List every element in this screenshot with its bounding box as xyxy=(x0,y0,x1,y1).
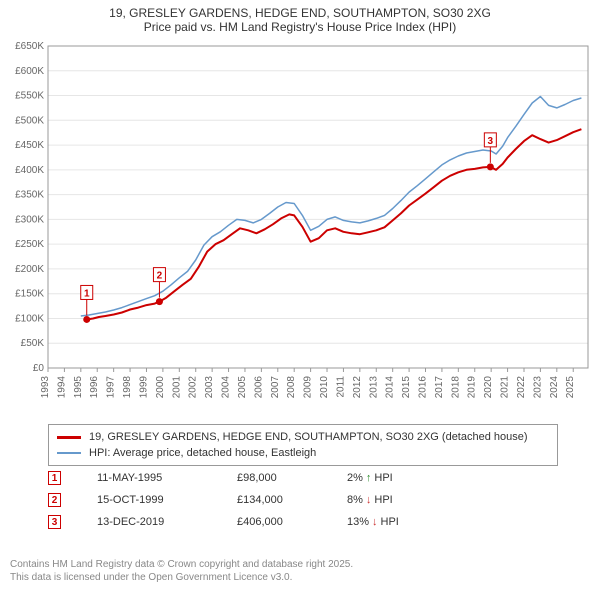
svg-text:2011: 2011 xyxy=(335,376,346,398)
svg-text:£100K: £100K xyxy=(15,313,44,324)
svg-text:2005: 2005 xyxy=(237,376,248,399)
svg-text:2000: 2000 xyxy=(155,376,166,399)
legend: 19, GRESLEY GARDENS, HEDGE END, SOUTHAMP… xyxy=(48,424,558,466)
svg-text:£250K: £250K xyxy=(15,239,44,250)
legend-label-property: 19, GRESLEY GARDENS, HEDGE END, SOUTHAMP… xyxy=(89,431,528,443)
event-marker-2: 2 xyxy=(48,493,61,507)
svg-text:2019: 2019 xyxy=(467,376,478,399)
svg-text:£500K: £500K xyxy=(15,115,44,126)
svg-text:2003: 2003 xyxy=(204,376,215,399)
svg-text:£400K: £400K xyxy=(15,165,44,176)
sale-events-table: 1 11-MAY-1995 £98,000 2% ↑ HPI 2 15-OCT-… xyxy=(48,468,558,534)
event-price-3: £406,000 xyxy=(237,516,347,528)
svg-text:2: 2 xyxy=(157,271,163,282)
svg-text:2017: 2017 xyxy=(434,376,445,399)
svg-text:1993: 1993 xyxy=(40,376,51,399)
legend-item-hpi: HPI: Average price, detached house, East… xyxy=(57,445,549,461)
svg-text:2001: 2001 xyxy=(171,376,182,399)
svg-text:£0: £0 xyxy=(33,363,45,374)
license-footer: Contains HM Land Registry data © Crown c… xyxy=(10,558,353,584)
footer-line-1: Contains HM Land Registry data © Crown c… xyxy=(10,558,353,571)
svg-text:2010: 2010 xyxy=(319,376,330,399)
svg-text:2023: 2023 xyxy=(532,376,543,399)
price-chart-svg: £0 £50K £100K £150K £200K £250K £300K £350K £400… xyxy=(0,38,600,418)
svg-text:2012: 2012 xyxy=(352,376,363,399)
svg-text:2014: 2014 xyxy=(385,376,396,399)
svg-text:£650K: £650K xyxy=(15,41,44,52)
event-diff-3: 13% ↓ HPI xyxy=(347,516,487,528)
svg-text:2018: 2018 xyxy=(450,376,461,399)
event-row-1: 1 11-MAY-1995 £98,000 2% ↑ HPI xyxy=(48,468,558,488)
svg-text:3: 3 xyxy=(488,136,494,147)
svg-text:1: 1 xyxy=(84,288,90,299)
svg-text:2025: 2025 xyxy=(565,376,576,399)
svg-text:1998: 1998 xyxy=(122,376,133,399)
event-date-1: 11-MAY-1995 xyxy=(97,472,237,484)
svg-text:1997: 1997 xyxy=(106,376,117,399)
title-line-2: Price paid vs. HM Land Registry's House … xyxy=(10,20,590,34)
svg-text:£300K: £300K xyxy=(15,214,44,225)
legend-item-property: 19, GRESLEY GARDENS, HEDGE END, SOUTHAMP… xyxy=(57,429,549,445)
svg-text:£600K: £600K xyxy=(15,66,44,77)
event-marker-3: 3 xyxy=(48,515,61,529)
legend-label-hpi: HPI: Average price, detached house, East… xyxy=(89,447,316,459)
event-date-2: 15-OCT-1999 xyxy=(97,494,237,506)
svg-text:£50K: £50K xyxy=(21,338,45,349)
chart-title-block: 19, GRESLEY GARDENS, HEDGE END, SOUTHAMP… xyxy=(0,0,600,36)
arrow-down-icon: ↓ xyxy=(366,494,372,506)
svg-text:2006: 2006 xyxy=(253,376,264,399)
chart-area: £0 £50K £100K £150K £200K £250K £300K £350K £400… xyxy=(0,38,600,418)
svg-text:2004: 2004 xyxy=(221,376,232,399)
svg-text:2016: 2016 xyxy=(418,376,429,399)
svg-text:2013: 2013 xyxy=(368,376,379,399)
event-price-2: £134,000 xyxy=(237,494,347,506)
svg-text:2022: 2022 xyxy=(516,376,527,399)
svg-text:£200K: £200K xyxy=(15,264,44,275)
event-row-3: 3 13-DEC-2019 £406,000 13% ↓ HPI xyxy=(48,512,558,532)
svg-text:1996: 1996 xyxy=(89,376,100,399)
event-marker-1: 1 xyxy=(48,471,61,485)
svg-text:2007: 2007 xyxy=(270,376,281,399)
svg-text:2002: 2002 xyxy=(188,376,199,399)
svg-text:£450K: £450K xyxy=(15,140,44,151)
event-diff-2: 8% ↓ HPI xyxy=(347,494,487,506)
legend-swatch-property xyxy=(57,436,81,439)
svg-text:£550K: £550K xyxy=(15,91,44,102)
event-date-3: 13-DEC-2019 xyxy=(97,516,237,528)
svg-text:£350K: £350K xyxy=(15,190,44,201)
svg-text:2020: 2020 xyxy=(483,376,494,399)
legend-swatch-hpi xyxy=(57,452,81,454)
svg-text:2015: 2015 xyxy=(401,376,412,399)
svg-text:1999: 1999 xyxy=(138,376,149,399)
svg-text:1995: 1995 xyxy=(73,376,84,399)
arrow-down-icon: ↓ xyxy=(372,516,378,528)
svg-text:£150K: £150K xyxy=(15,289,44,300)
svg-text:2009: 2009 xyxy=(303,376,314,399)
svg-text:2021: 2021 xyxy=(500,376,511,399)
arrow-up-icon: ↑ xyxy=(366,472,372,484)
event-price-1: £98,000 xyxy=(237,472,347,484)
svg-text:1994: 1994 xyxy=(56,376,67,399)
title-line-1: 19, GRESLEY GARDENS, HEDGE END, SOUTHAMP… xyxy=(10,6,590,20)
svg-text:2008: 2008 xyxy=(286,376,297,399)
event-diff-1: 2% ↑ HPI xyxy=(347,472,487,484)
svg-text:2024: 2024 xyxy=(549,376,560,399)
event-row-2: 2 15-OCT-1999 £134,000 8% ↓ HPI xyxy=(48,490,558,510)
footer-line-2: This data is licensed under the Open Gov… xyxy=(10,571,353,584)
